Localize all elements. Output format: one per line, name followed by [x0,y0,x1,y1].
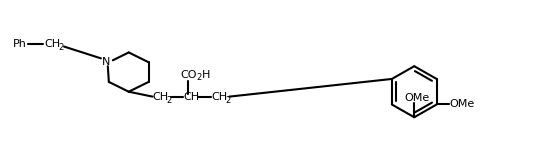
Text: CH: CH [211,92,227,102]
Text: 2: 2 [196,73,202,82]
Text: 2: 2 [58,43,64,52]
Text: CO: CO [181,70,197,80]
Text: OMe: OMe [404,93,430,103]
Text: 2: 2 [225,96,231,105]
Text: CH: CH [44,39,60,49]
Text: N: N [102,57,110,67]
Text: 2: 2 [167,96,172,105]
Text: CH: CH [183,92,199,102]
Text: H: H [202,70,211,80]
Text: Ph: Ph [13,39,27,49]
Text: OMe: OMe [450,99,475,110]
Text: CH: CH [153,92,169,102]
